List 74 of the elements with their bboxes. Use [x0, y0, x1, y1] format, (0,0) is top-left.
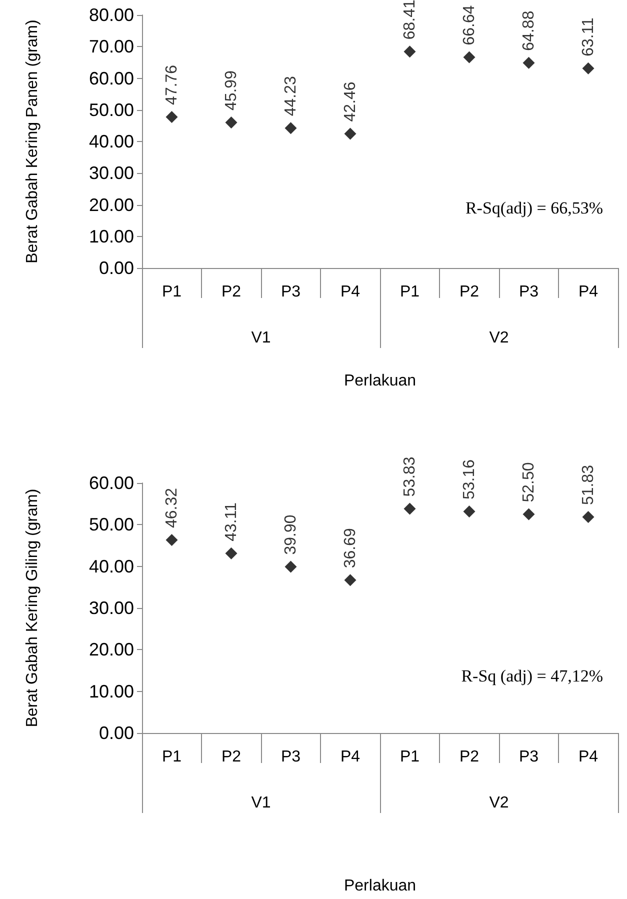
y-tick-label: 40.00: [88, 556, 134, 576]
data-label: 52.50: [520, 462, 538, 502]
y-tick-label: 50.00: [88, 100, 134, 120]
y-tick-label: 10.00: [88, 681, 134, 702]
y-tick-label: 60.00: [88, 473, 134, 493]
point: [344, 128, 356, 140]
x-tick-label: P3: [280, 284, 301, 300]
y-tick-label: 80.00: [88, 5, 134, 25]
point: [463, 506, 476, 518]
data-label: 43.11: [222, 502, 240, 542]
data-label: 53.83: [401, 456, 418, 497]
data-label: 36.69: [342, 528, 359, 568]
point: [166, 534, 178, 546]
point: [225, 547, 238, 560]
point: [522, 508, 535, 520]
text: V1: [251, 794, 271, 812]
data-label: 63.11: [580, 17, 597, 56]
data-label: 44.23: [282, 76, 300, 116]
annotation: R-Sq (adj) = 47,12%: [461, 666, 604, 686]
point: [582, 511, 594, 524]
text: V1: [251, 330, 271, 346]
y-tick-label: 30.00: [88, 163, 134, 184]
point: [404, 502, 416, 515]
data-label: 46.32: [163, 488, 180, 528]
x-axis-title: Perlakuan: [344, 878, 416, 894]
x-tick-label: P3: [280, 748, 301, 766]
x-tick-label: P1: [162, 748, 182, 766]
y-tick-label: 20.00: [88, 640, 134, 660]
point: [463, 51, 476, 64]
y-tick-label: 30.00: [88, 598, 134, 618]
y-axis-title: Berat Gabah Kering Panen (gram): [24, 20, 41, 264]
data-label: 51.83: [580, 464, 597, 506]
data-label: 53.16: [460, 459, 478, 500]
y-tick-label: 40.00: [88, 132, 134, 152]
x-tick-label: P2: [221, 284, 242, 300]
x-tick-label: P4: [340, 748, 360, 766]
point: [344, 574, 356, 586]
y-tick-label: 0.00: [98, 258, 134, 278]
text: V2: [489, 794, 509, 812]
point: [225, 116, 238, 129]
point: [166, 110, 178, 123]
y-axis-title: Berat Gabah Kering Giling (gram): [24, 488, 41, 728]
x-tick-label: P3: [518, 748, 539, 766]
x-tick-label: P1: [400, 748, 420, 766]
point: [522, 56, 535, 69]
x-tick-label: P1: [400, 284, 420, 300]
annotation: R-Sq(adj) = 66,53%: [465, 198, 604, 218]
x-tick-label: P3: [518, 284, 539, 300]
data-label: 68.41: [401, 0, 418, 40]
x-tick-label: P2: [459, 748, 480, 766]
x-tick-label: P1: [162, 284, 182, 300]
text: V2: [489, 330, 509, 346]
data-label: 42.46: [342, 82, 359, 122]
y-tick-label: 60.00: [88, 68, 134, 88]
x-axis-title: Perlakuan: [344, 372, 416, 390]
y-tick-label: 10.00: [88, 226, 134, 246]
y-tick-label: 20.00: [88, 194, 134, 215]
data-label: 47.76: [163, 64, 180, 105]
x-tick-label: P4: [578, 748, 598, 766]
point: [284, 122, 297, 134]
data-label: 66.64: [460, 5, 478, 46]
x-tick-label: P4: [578, 284, 598, 300]
x-tick-label: P4: [340, 284, 360, 300]
point: [404, 46, 416, 58]
data-label: 64.88: [520, 10, 538, 51]
x-tick-label: P2: [221, 748, 242, 766]
point: [582, 62, 594, 74]
x-tick-label: P2: [459, 284, 480, 300]
data-label: 39.90: [282, 514, 300, 555]
y-tick-label: 50.00: [88, 514, 134, 535]
point: [284, 560, 297, 573]
y-tick-label: 70.00: [88, 36, 134, 57]
y-tick-label: 0.00: [98, 723, 134, 743]
data-label: 45.99: [222, 70, 240, 111]
